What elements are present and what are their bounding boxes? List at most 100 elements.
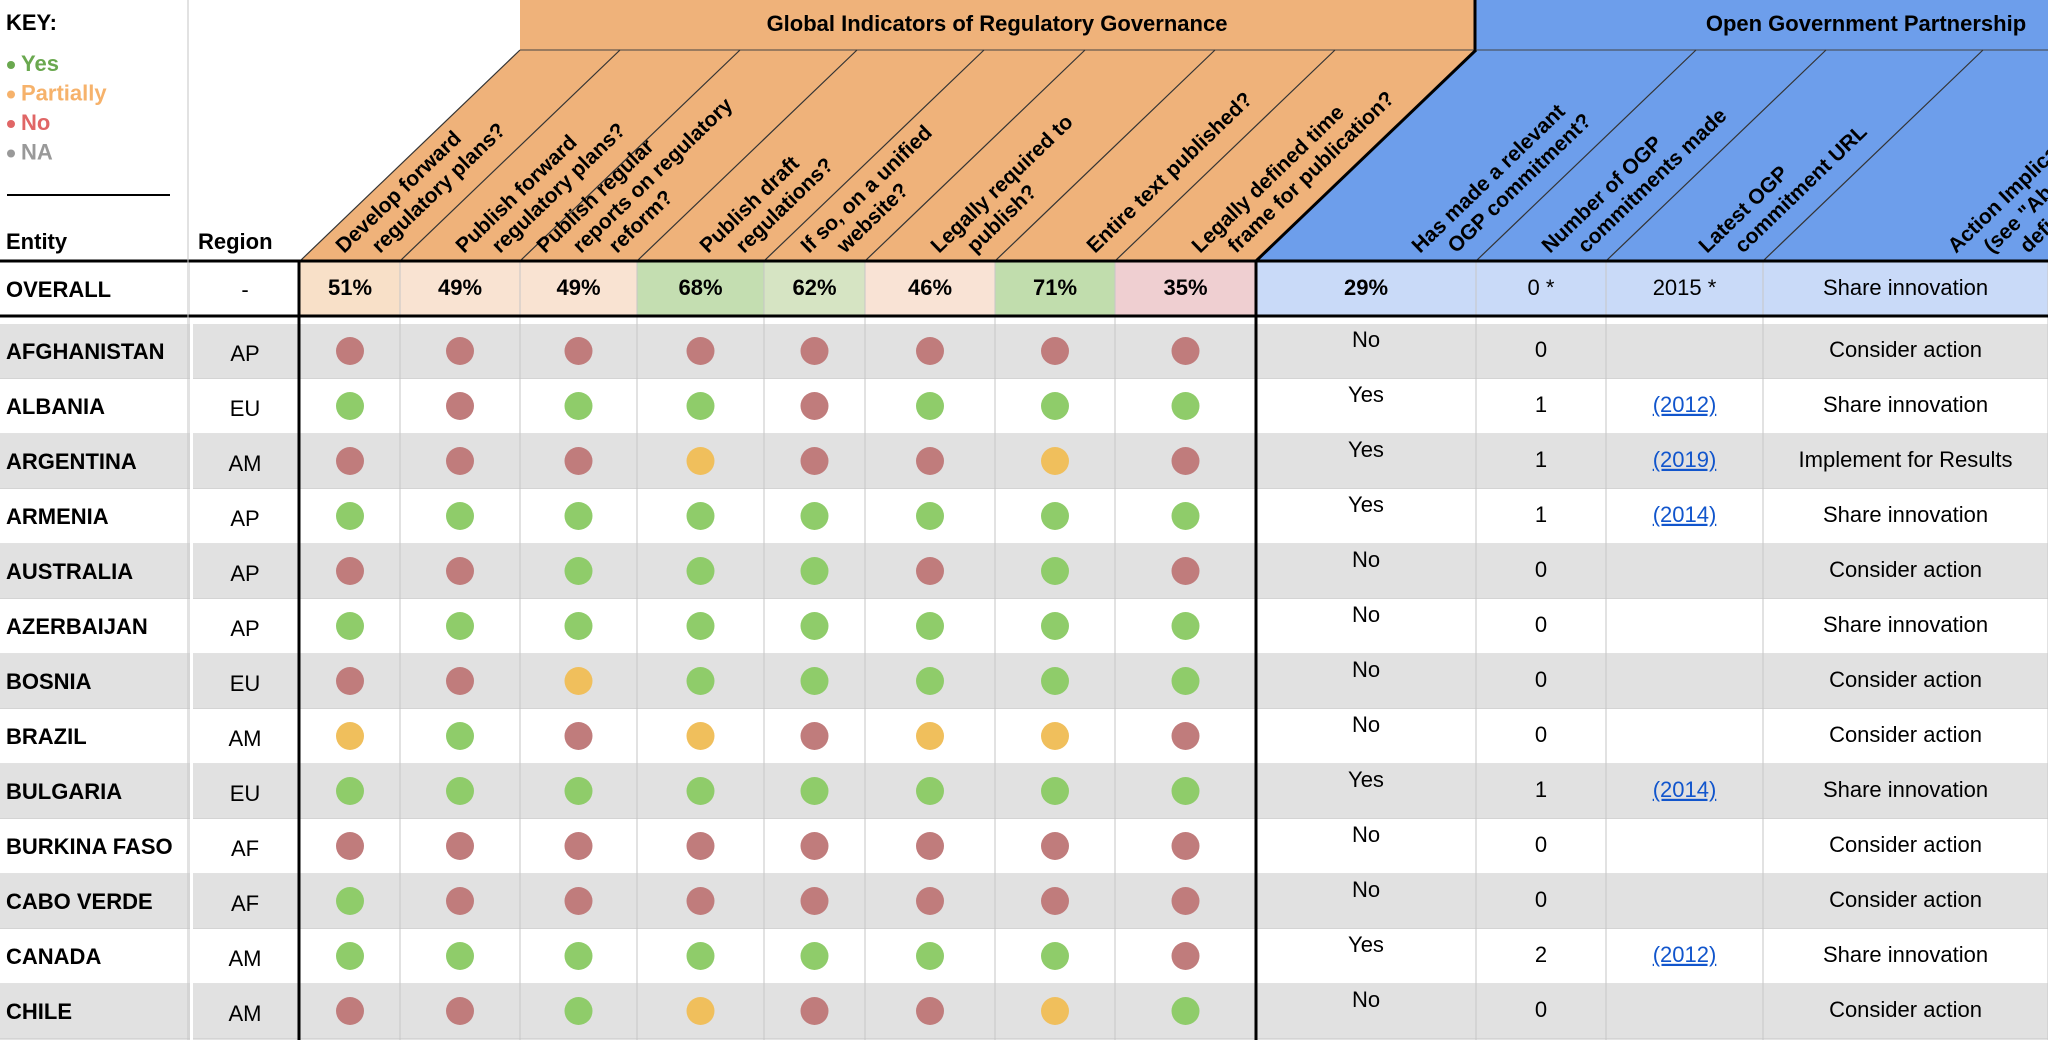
- status-dot: [1171, 447, 1200, 475]
- ogp-link[interactable]: (2019): [1653, 447, 1717, 472]
- region: AM: [229, 451, 262, 476]
- status-dot: [916, 777, 944, 805]
- ogp-value: 1: [1535, 392, 1547, 417]
- status-dot: [336, 777, 364, 805]
- key-item: Yes: [21, 51, 59, 76]
- status-dot: [916, 942, 944, 970]
- status-dot: [800, 447, 829, 475]
- status-dot: [564, 447, 593, 475]
- ogp-value: Share innovation: [1823, 502, 1988, 527]
- overall-region: -: [241, 277, 248, 302]
- row-bg: [0, 434, 2048, 489]
- status-dot: [446, 612, 474, 640]
- status-dot: [1041, 392, 1069, 420]
- overall-value: 2015 *: [1653, 275, 1717, 300]
- ogp-value: Yes: [1348, 437, 1384, 462]
- status-dot: [1041, 832, 1069, 860]
- key-item: No: [21, 110, 50, 135]
- key-title: KEY:: [6, 10, 57, 35]
- ogp-value: Consider action: [1829, 667, 1982, 692]
- ogp-value: No: [1352, 822, 1380, 847]
- status-dot: [446, 777, 474, 805]
- ogp-link[interactable]: (2012): [1653, 942, 1717, 967]
- status-dot: [1041, 887, 1069, 915]
- status-dot: [1041, 337, 1069, 365]
- region: AP: [230, 616, 259, 641]
- status-dot: [686, 337, 715, 365]
- status-dot: [1171, 612, 1200, 640]
- ogp-value: Consider action: [1829, 832, 1982, 857]
- entity-name: BRAZIL: [6, 724, 87, 749]
- status-dot: [336, 942, 364, 970]
- ogp-link[interactable]: (2014): [1653, 502, 1717, 527]
- ogp-value: Consider action: [1829, 557, 1982, 582]
- row-bg: [0, 764, 2048, 819]
- ogp-value: Yes: [1348, 767, 1384, 792]
- status-dot: [800, 392, 829, 420]
- ogp-value: 0: [1535, 337, 1547, 362]
- status-dot: [686, 777, 715, 805]
- gird-group-bg: [520, 0, 1474, 50]
- status-dot: [686, 447, 715, 475]
- ogp-value: 0: [1535, 832, 1547, 857]
- ogp-value: Yes: [1348, 382, 1384, 407]
- status-dot: [1041, 777, 1069, 805]
- ogp-value: Consider action: [1829, 887, 1982, 912]
- status-dot: [800, 777, 829, 805]
- status-dot: [564, 777, 593, 805]
- status-dot: [1171, 557, 1200, 585]
- ogp-link[interactable]: (2014): [1653, 777, 1717, 802]
- status-dot: [1171, 942, 1200, 970]
- status-dot: [916, 887, 944, 915]
- region: AM: [229, 1001, 262, 1026]
- header-divider: [299, 49, 521, 262]
- region: AP: [230, 561, 259, 586]
- header-divider: [1762, 49, 1984, 262]
- status-dot: [686, 997, 715, 1025]
- status-dot: [800, 667, 829, 695]
- ogp-link[interactable]: (2012): [1653, 392, 1717, 417]
- row-bg: [0, 984, 2048, 1039]
- ogp-value: 1: [1535, 777, 1547, 802]
- ogp-value: Consider action: [1829, 722, 1982, 747]
- ogp-header-bg: [1256, 50, 2048, 261]
- status-dot: [1041, 942, 1069, 970]
- status-dot: [1171, 667, 1200, 695]
- key-bullet: [7, 61, 15, 69]
- status-dot: [1041, 502, 1069, 530]
- entity-name: BURKINA FASO: [6, 834, 173, 859]
- region: AP: [230, 341, 259, 366]
- status-dot: [336, 887, 364, 915]
- status-dot: [446, 942, 474, 970]
- status-dot: [336, 502, 364, 530]
- ogp-value: 0: [1535, 722, 1547, 747]
- region: AM: [229, 946, 262, 971]
- overall-value: 35%: [1163, 275, 1207, 300]
- row-bg: [0, 874, 2048, 929]
- status-dot: [336, 392, 364, 420]
- entity-name: BOSNIA: [6, 669, 92, 694]
- ogp-value: Consider action: [1829, 337, 1982, 362]
- ogp-value: 0: [1535, 612, 1547, 637]
- ogp-value: 1: [1535, 502, 1547, 527]
- status-dot: [916, 722, 944, 750]
- ogp-value: 2: [1535, 942, 1547, 967]
- ogp-value: Share innovation: [1823, 942, 1988, 967]
- entity-header: Entity: [6, 229, 68, 254]
- row-bg: [0, 929, 2048, 984]
- ogp-value: 0: [1535, 667, 1547, 692]
- status-dot: [916, 612, 944, 640]
- status-dot: [336, 612, 364, 640]
- entity-name: BULGARIA: [6, 779, 122, 804]
- status-dot: [446, 997, 474, 1025]
- status-dot: [446, 502, 474, 530]
- status-dot: [916, 997, 944, 1025]
- status-dot: [1171, 832, 1200, 860]
- status-dot: [800, 557, 829, 585]
- header-divider: [399, 49, 621, 262]
- status-dot: [1171, 392, 1200, 420]
- row-bg: [0, 489, 2048, 544]
- header-divider: [1475, 49, 1697, 262]
- header-divider: [864, 49, 1086, 262]
